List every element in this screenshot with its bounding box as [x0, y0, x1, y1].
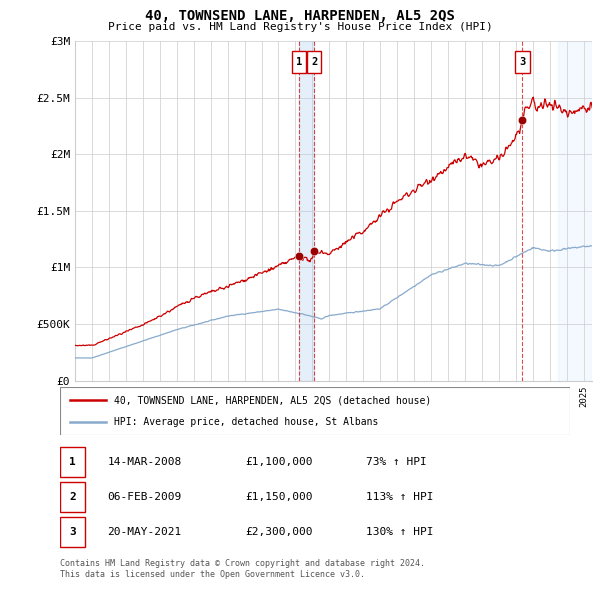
Text: £1,150,000: £1,150,000	[245, 492, 312, 502]
Text: 14-MAR-2008: 14-MAR-2008	[107, 457, 182, 467]
Text: Price paid vs. HM Land Registry's House Price Index (HPI): Price paid vs. HM Land Registry's House …	[107, 22, 493, 32]
Text: 1: 1	[296, 57, 302, 67]
Text: 3: 3	[69, 527, 76, 537]
Bar	[299, 41, 314, 381]
Text: £1,100,000: £1,100,000	[245, 457, 312, 467]
Text: 130% ↑ HPI: 130% ↑ HPI	[366, 527, 434, 537]
Text: 2: 2	[69, 492, 76, 502]
Text: 2: 2	[311, 57, 317, 67]
Text: 3: 3	[519, 57, 526, 67]
Text: 40, TOWNSEND LANE, HARPENDEN, AL5 2QS (detached house): 40, TOWNSEND LANE, HARPENDEN, AL5 2QS (d…	[113, 395, 431, 405]
FancyBboxPatch shape	[515, 51, 530, 73]
Bar	[558, 41, 592, 381]
Text: 20-MAY-2021: 20-MAY-2021	[107, 527, 182, 537]
Text: £2,300,000: £2,300,000	[245, 527, 312, 537]
FancyBboxPatch shape	[60, 482, 85, 512]
FancyBboxPatch shape	[292, 51, 306, 73]
FancyBboxPatch shape	[60, 517, 85, 548]
Text: 06-FEB-2009: 06-FEB-2009	[107, 492, 182, 502]
Text: 73% ↑ HPI: 73% ↑ HPI	[366, 457, 427, 467]
Text: 113% ↑ HPI: 113% ↑ HPI	[366, 492, 434, 502]
Text: 1: 1	[69, 457, 76, 467]
Text: Contains HM Land Registry data © Crown copyright and database right 2024.: Contains HM Land Registry data © Crown c…	[60, 559, 425, 568]
Text: 40, TOWNSEND LANE, HARPENDEN, AL5 2QS: 40, TOWNSEND LANE, HARPENDEN, AL5 2QS	[145, 9, 455, 23]
Text: This data is licensed under the Open Government Licence v3.0.: This data is licensed under the Open Gov…	[60, 570, 365, 579]
Text: HPI: Average price, detached house, St Albans: HPI: Average price, detached house, St A…	[113, 417, 378, 427]
FancyBboxPatch shape	[307, 51, 322, 73]
FancyBboxPatch shape	[60, 447, 85, 477]
FancyBboxPatch shape	[60, 387, 570, 435]
